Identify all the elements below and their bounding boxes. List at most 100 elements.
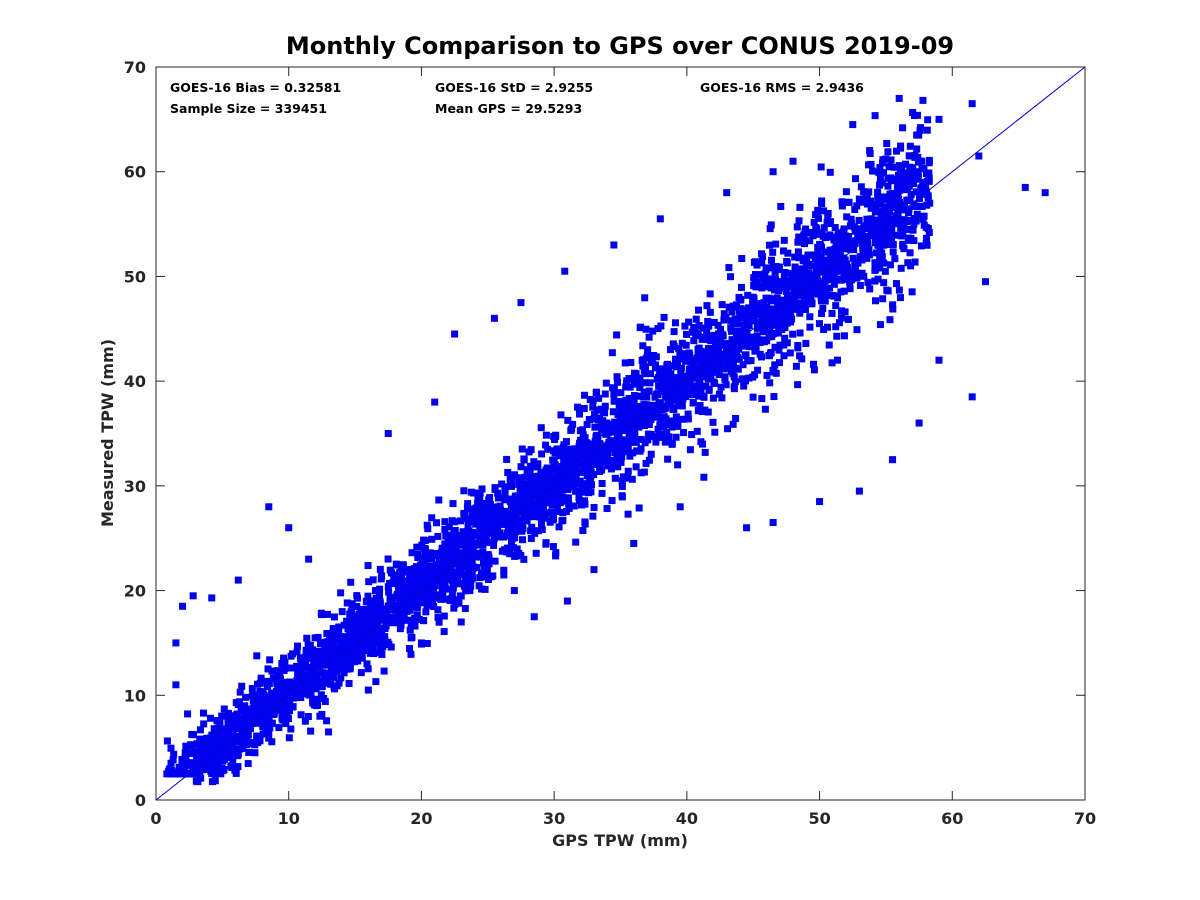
data-point	[641, 363, 649, 371]
data-point	[828, 359, 836, 367]
data-point	[559, 509, 567, 517]
data-point	[886, 190, 894, 198]
stat-rms: GOES-16 RMS = 2.9436	[700, 80, 864, 95]
data-point	[569, 481, 577, 489]
data-point	[509, 510, 517, 518]
data-point	[454, 596, 462, 604]
data-point	[680, 429, 688, 437]
data-point	[873, 249, 881, 257]
data-point	[892, 280, 900, 288]
data-point	[393, 602, 401, 610]
data-point	[894, 206, 902, 214]
data-point	[362, 613, 370, 621]
data-point	[431, 569, 439, 577]
data-point	[809, 262, 817, 270]
data-point	[697, 347, 705, 355]
data-point	[192, 767, 200, 775]
data-point	[608, 497, 616, 505]
data-point	[563, 477, 571, 485]
data-point	[585, 416, 593, 424]
data-point	[844, 233, 852, 241]
data-point	[777, 202, 785, 210]
data-point	[328, 641, 336, 649]
data-point	[615, 437, 623, 445]
data-point	[586, 456, 594, 464]
data-point	[608, 428, 616, 436]
data-point	[740, 312, 748, 320]
data-point	[865, 251, 873, 259]
data-point	[561, 451, 569, 459]
data-point	[663, 429, 671, 437]
data-point	[172, 639, 180, 647]
data-point	[275, 703, 283, 711]
data-point	[670, 328, 678, 336]
data-point	[654, 425, 662, 433]
data-point	[561, 267, 569, 275]
data-point	[345, 679, 353, 687]
data-point	[906, 163, 914, 171]
data-point	[592, 460, 600, 468]
data-point	[531, 529, 539, 537]
data-point	[981, 278, 989, 286]
data-point	[506, 516, 514, 524]
data-point	[827, 265, 835, 273]
data-point	[623, 442, 631, 450]
data-point	[384, 638, 392, 646]
data-point	[678, 372, 686, 380]
data-point	[253, 703, 261, 711]
data-point	[312, 685, 320, 693]
data-point	[586, 395, 594, 403]
data-point	[346, 657, 354, 665]
data-point	[410, 588, 418, 596]
data-point	[616, 398, 624, 406]
data-point	[647, 370, 655, 378]
data-point	[832, 256, 840, 264]
data-point	[776, 341, 784, 349]
data-point	[382, 620, 390, 628]
data-point	[367, 602, 375, 610]
data-point	[411, 568, 419, 576]
data-point	[223, 732, 231, 740]
x-tick-label: 40	[676, 809, 698, 828]
data-point	[579, 431, 587, 439]
data-point	[500, 533, 508, 541]
data-point	[369, 645, 377, 653]
data-point	[579, 527, 587, 535]
data-point	[323, 717, 331, 725]
data-point	[517, 299, 525, 307]
data-point	[736, 328, 744, 336]
data-point	[504, 509, 512, 517]
data-point	[264, 725, 272, 733]
data-point	[682, 393, 690, 401]
data-point	[564, 446, 572, 454]
data-point	[293, 662, 301, 670]
data-point	[274, 667, 282, 675]
data-point	[915, 419, 923, 427]
data-point	[405, 591, 413, 599]
data-point	[680, 415, 688, 423]
data-point	[463, 504, 471, 512]
data-point	[457, 618, 465, 626]
data-point	[303, 634, 311, 642]
data-point	[555, 452, 563, 460]
y-tick-label: 40	[124, 372, 146, 391]
data-point	[869, 167, 877, 175]
data-point	[527, 478, 535, 486]
data-point	[185, 759, 193, 767]
data-point	[347, 617, 355, 625]
data-point	[347, 608, 355, 616]
data-point	[856, 281, 864, 289]
data-point	[620, 419, 628, 427]
data-point	[536, 513, 544, 521]
data-point	[900, 171, 908, 179]
data-point	[329, 629, 337, 637]
data-point	[384, 583, 392, 591]
data-point	[871, 277, 879, 285]
data-point	[742, 333, 750, 341]
data-point	[636, 384, 644, 392]
data-point	[724, 359, 732, 367]
data-point	[735, 306, 743, 314]
data-point	[238, 682, 246, 690]
data-point	[909, 180, 917, 188]
data-point	[735, 355, 743, 363]
